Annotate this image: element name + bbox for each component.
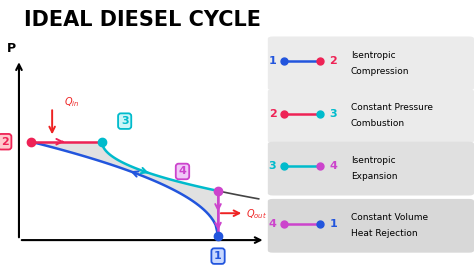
Text: Combustion: Combustion bbox=[351, 119, 405, 128]
Text: Compression: Compression bbox=[351, 67, 409, 76]
Text: 1: 1 bbox=[214, 251, 222, 261]
Text: 4: 4 bbox=[269, 218, 276, 228]
Text: Heat Rejection: Heat Rejection bbox=[351, 229, 418, 238]
Text: 2: 2 bbox=[269, 109, 276, 119]
Text: 3: 3 bbox=[329, 109, 337, 119]
Text: P: P bbox=[7, 42, 17, 55]
FancyBboxPatch shape bbox=[268, 199, 474, 253]
Text: $Q_{out}$: $Q_{out}$ bbox=[246, 207, 267, 221]
Text: 1: 1 bbox=[329, 218, 337, 228]
Polygon shape bbox=[31, 142, 218, 235]
Text: Constant Pressure: Constant Pressure bbox=[351, 103, 433, 113]
Text: $Q_{in}$: $Q_{in}$ bbox=[64, 95, 79, 109]
Text: 2: 2 bbox=[329, 56, 337, 66]
Text: Isentropic: Isentropic bbox=[351, 156, 395, 165]
Text: 4: 4 bbox=[179, 167, 186, 176]
FancyBboxPatch shape bbox=[268, 36, 474, 90]
Text: 1: 1 bbox=[269, 56, 276, 66]
FancyBboxPatch shape bbox=[268, 89, 474, 143]
Text: 4: 4 bbox=[329, 161, 337, 171]
Text: 2: 2 bbox=[1, 137, 9, 147]
Text: 3: 3 bbox=[121, 116, 128, 126]
Text: Isentropic: Isentropic bbox=[351, 51, 395, 60]
Text: 3: 3 bbox=[269, 161, 276, 171]
Text: Constant Volume: Constant Volume bbox=[351, 213, 428, 222]
Text: Expansion: Expansion bbox=[351, 172, 397, 181]
FancyBboxPatch shape bbox=[268, 142, 474, 196]
Text: V: V bbox=[273, 234, 282, 247]
Text: IDEAL DIESEL CYCLE: IDEAL DIESEL CYCLE bbox=[24, 10, 261, 30]
